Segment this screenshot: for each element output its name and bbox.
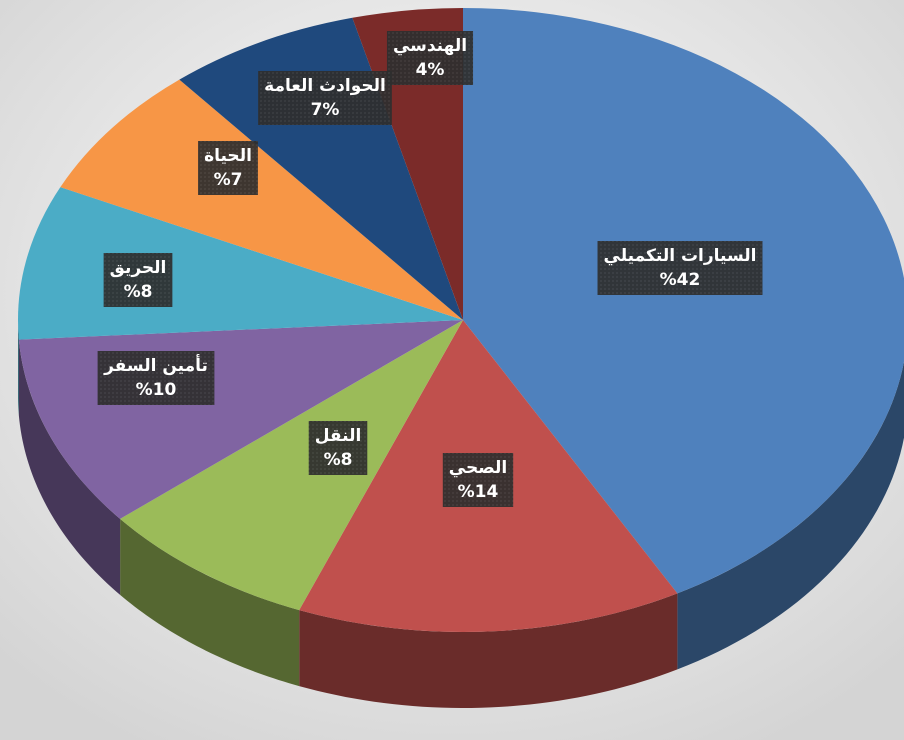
- label-category: الحياة: [204, 146, 252, 166]
- pie-side: [18, 320, 19, 416]
- label-value: 7%: [311, 100, 340, 120]
- label-value: %14: [458, 482, 499, 502]
- label-box: [103, 253, 173, 307]
- data-label: الهندسي 4%: [386, 31, 474, 85]
- label-box: [442, 453, 514, 507]
- label-box: [198, 141, 258, 195]
- label-value: %10: [136, 380, 177, 400]
- pie-side: [18, 339, 121, 595]
- label-box: [308, 421, 368, 475]
- label-category: الحوادث العامة: [264, 76, 386, 96]
- pie-slice: [120, 320, 463, 611]
- pie-slice: [179, 17, 464, 320]
- label-value: %8: [124, 282, 153, 302]
- label-category: الحريق: [110, 258, 167, 278]
- data-label: تأمين السفر %10: [97, 351, 215, 405]
- data-label: الحياة %7: [198, 141, 258, 195]
- label-category: الصحي: [449, 458, 507, 478]
- label-category: السيارات التكميلي: [604, 246, 757, 266]
- label-value: %7: [214, 170, 243, 190]
- pie-slice: [463, 8, 904, 594]
- data-label: الحريق %8: [103, 253, 173, 307]
- data-label: الحوادث العامة 7%: [258, 71, 392, 125]
- label-value: %42: [660, 270, 701, 290]
- data-label: الصحي %14: [442, 453, 514, 507]
- label-box: [97, 351, 215, 405]
- pie-slice: [60, 79, 464, 320]
- label-value: 4%: [416, 60, 445, 80]
- pie-side: [677, 361, 904, 670]
- pie-tops: [17, 8, 904, 632]
- label-category: النقل: [315, 426, 362, 446]
- pie-sides: [18, 320, 904, 708]
- label-category: تأمين السفر: [103, 354, 208, 376]
- pie-side: [299, 593, 678, 708]
- pie-side: [120, 518, 300, 687]
- label-value: %8: [324, 450, 353, 470]
- label-box: [386, 31, 474, 85]
- label-box: [597, 241, 763, 295]
- data-label: السيارات التكميلي %42: [597, 241, 763, 295]
- data-label: النقل %8: [308, 421, 368, 475]
- label-category: الهندسي: [393, 36, 467, 56]
- data-labels: السيارات التكميلي %42 الصحي %14 النقل %8 تأمين…: [97, 31, 763, 507]
- label-box: [258, 71, 392, 125]
